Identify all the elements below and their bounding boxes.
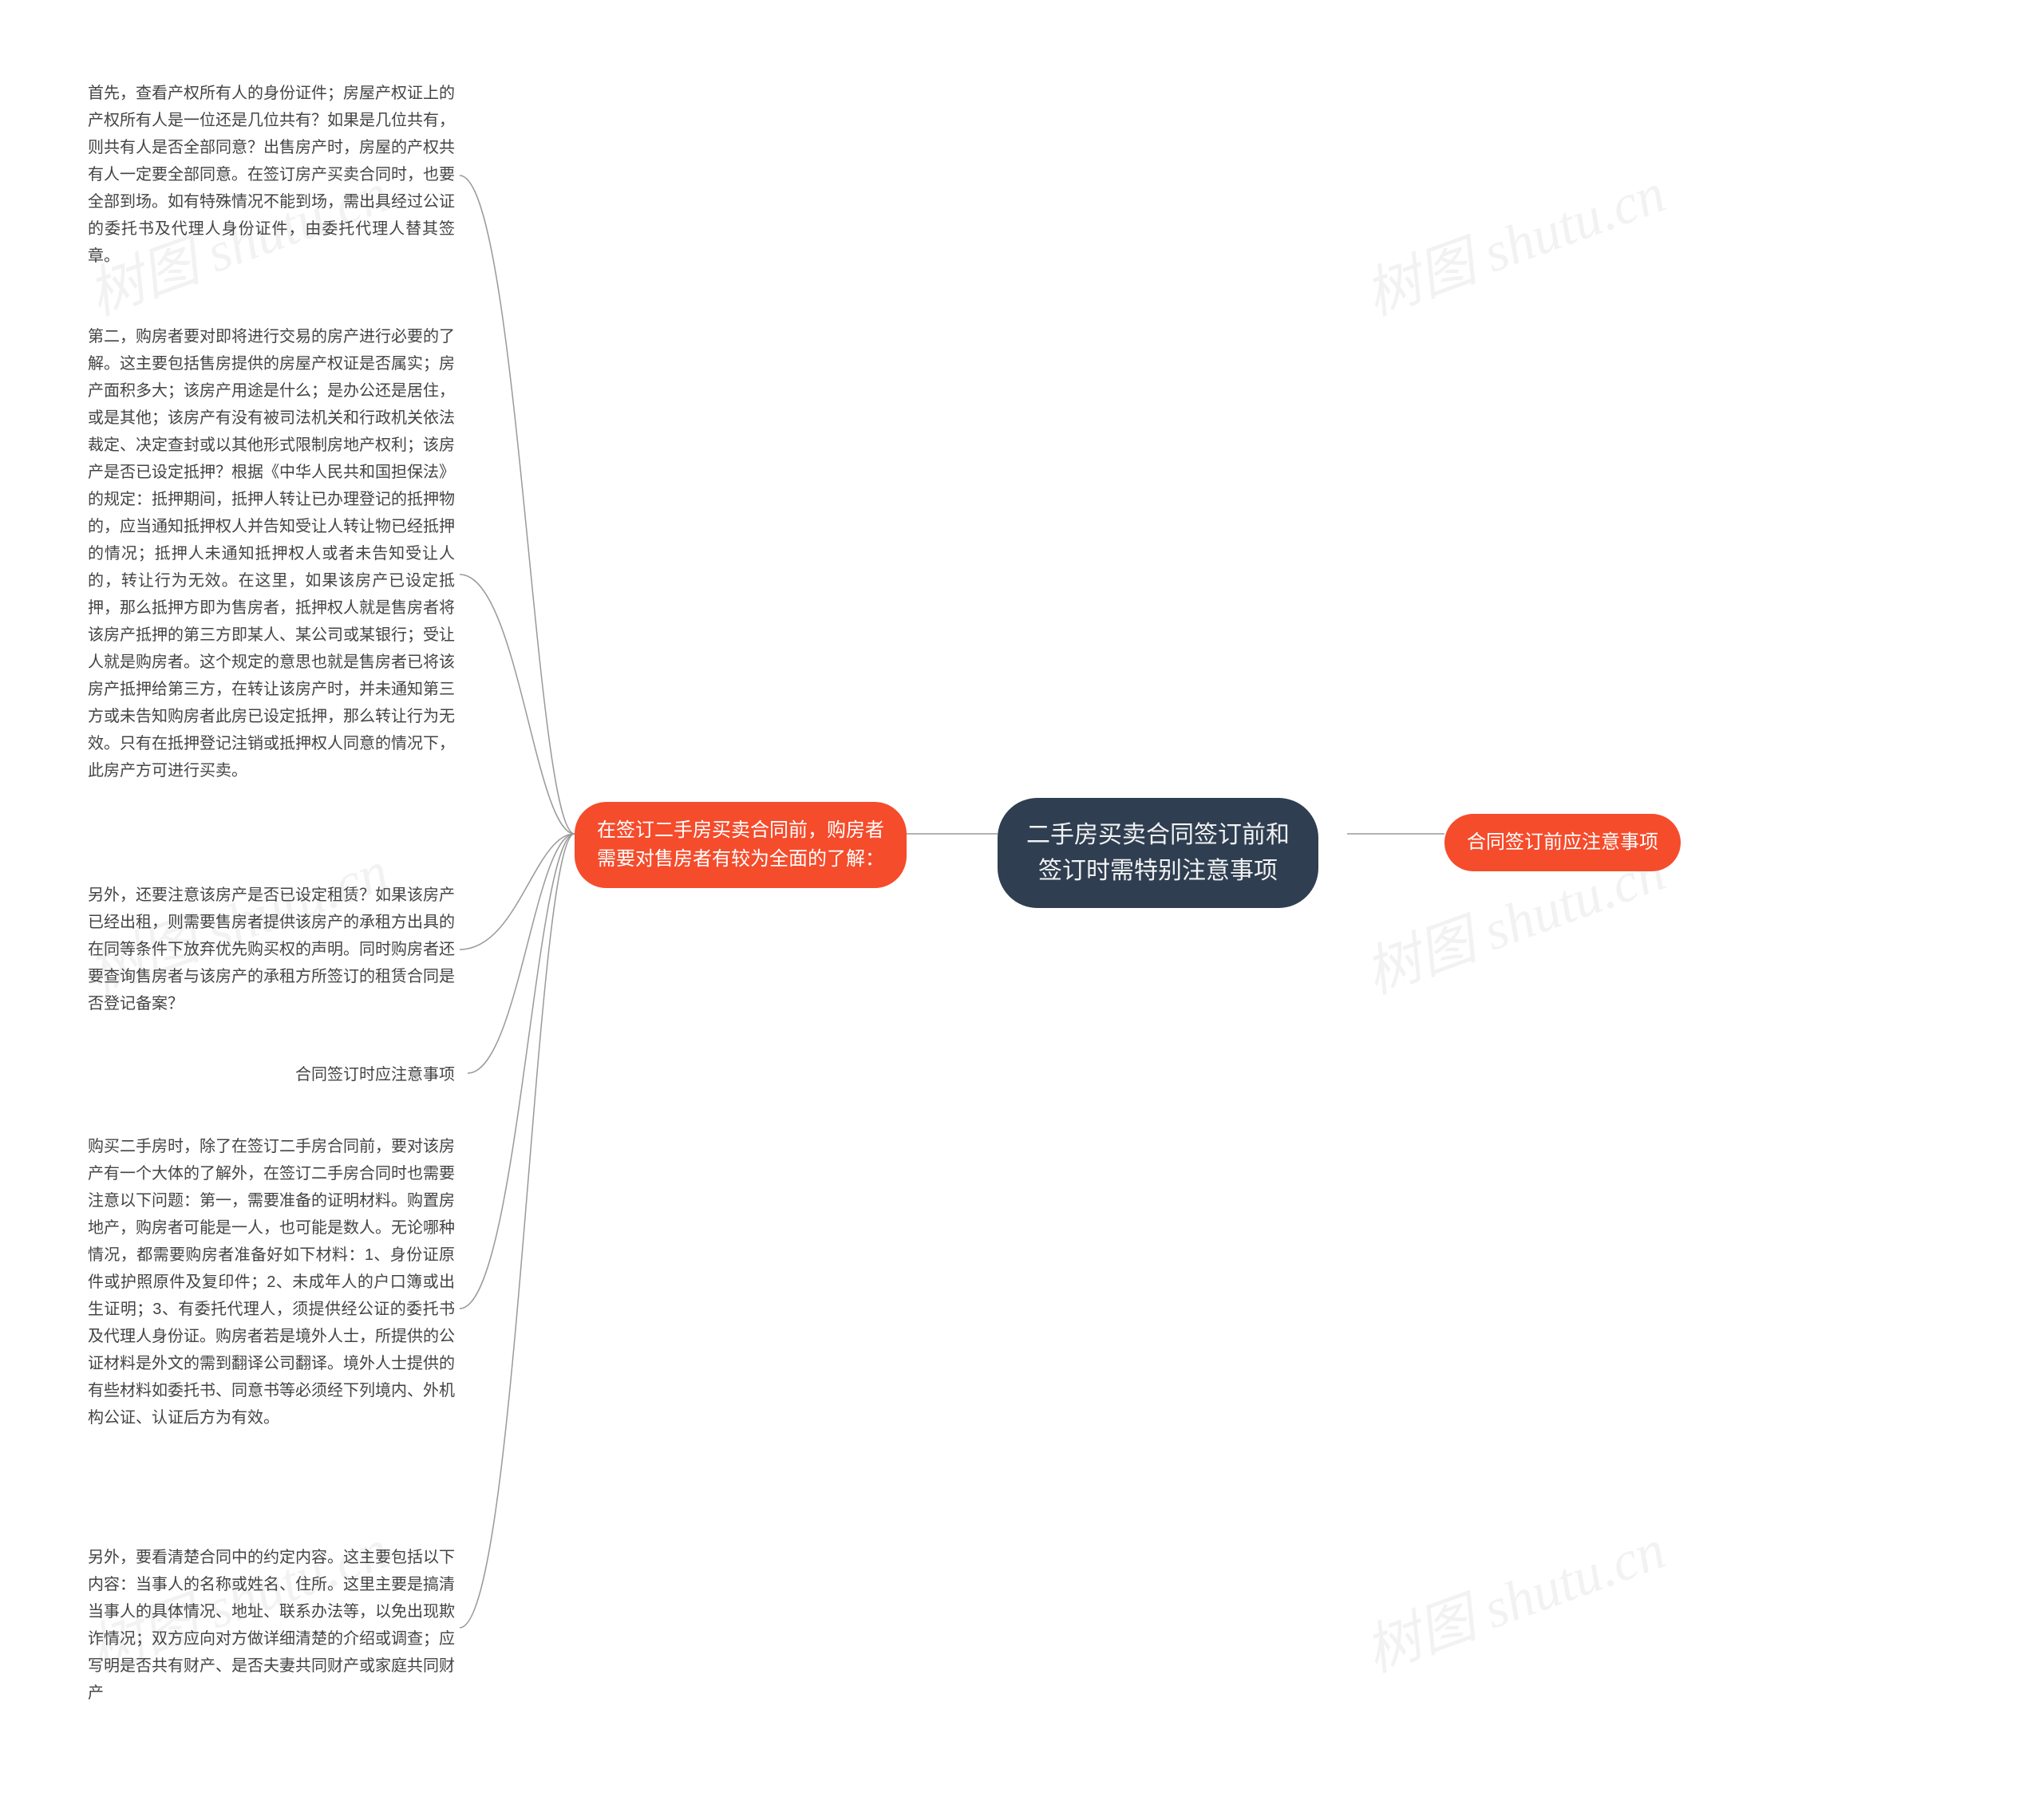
right-branch: 合同签订前应注意事项 [1444,814,1681,871]
left-branch-line1: 在签订二手房买卖合同前，购房者 [597,816,884,845]
left-branch-line2: 需要对售房者有较为全面的了解： [597,845,884,874]
watermark: 树图 shutu.cn [1353,1505,1675,1688]
leaf-node: 第二，购房者要对即将进行交易的房产进行必要的了解。这主要包括售房提供的房屋产权证… [88,323,455,784]
leaf-node: 另外，还要注意该房产是否已设定租赁？如果该房产已经出租，则需要售房者提供该房产的… [88,882,455,1017]
left-branch: 在签订二手房买卖合同前，购房者 需要对售房者有较为全面的了解： [575,802,907,888]
center-line1: 二手房买卖合同签订前和 [1026,817,1290,853]
leaf-node: 首先，查看产权所有人的身份证件；房屋产权证上的产权所有人是一位还是几位共有？如果… [88,80,455,270]
center-line2: 签订时需特别注意事项 [1026,853,1290,889]
leaf-node: 合同签订时应注意事项 [295,1061,463,1088]
watermark: 树图 shutu.cn [1353,148,1675,331]
leaf-node: 购买二手房时，除了在签订二手房合同前，要对该房产有一个大体的了解外，在签订二手房… [88,1133,455,1431]
center-node: 二手房买卖合同签订前和 签订时需特别注意事项 [998,798,1318,908]
leaf-node: 另外，要看清楚合同中的约定内容。这主要包括以下内容：当事人的名称或姓名、住所。这… [88,1544,455,1707]
right-branch-label: 合同签订前应注意事项 [1467,831,1658,853]
